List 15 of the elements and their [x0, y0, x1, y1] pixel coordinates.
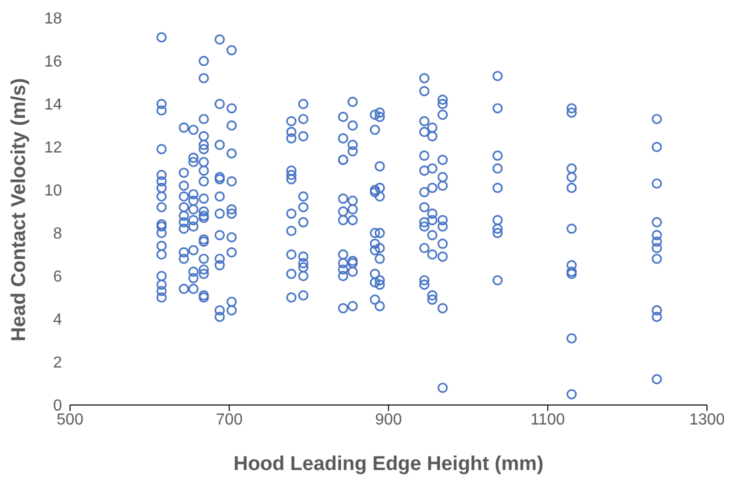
x-tick-label: 1300 — [689, 411, 725, 428]
x-tick-label: 900 — [375, 411, 402, 428]
x-tick-label: 700 — [216, 411, 243, 428]
y-tick-label: 6 — [53, 268, 62, 286]
y-tick-label: 10 — [44, 182, 62, 200]
y-tick-label: 4 — [53, 312, 62, 329]
y-tick-label: 14 — [44, 96, 62, 114]
y-tick-label: 8 — [53, 226, 62, 243]
y-tick-label: 12 — [44, 140, 62, 157]
y-tick-label: 18 — [44, 10, 62, 28]
y-tick-label: 16 — [44, 54, 62, 71]
x-axis-title: Hood Leading Edge Height (mm) — [234, 453, 544, 475]
y-tick-label: 2 — [53, 354, 62, 372]
y-axis-title: Head Contact Velocity (m/s) — [8, 78, 30, 342]
x-tick-label: 1100 — [530, 411, 566, 428]
